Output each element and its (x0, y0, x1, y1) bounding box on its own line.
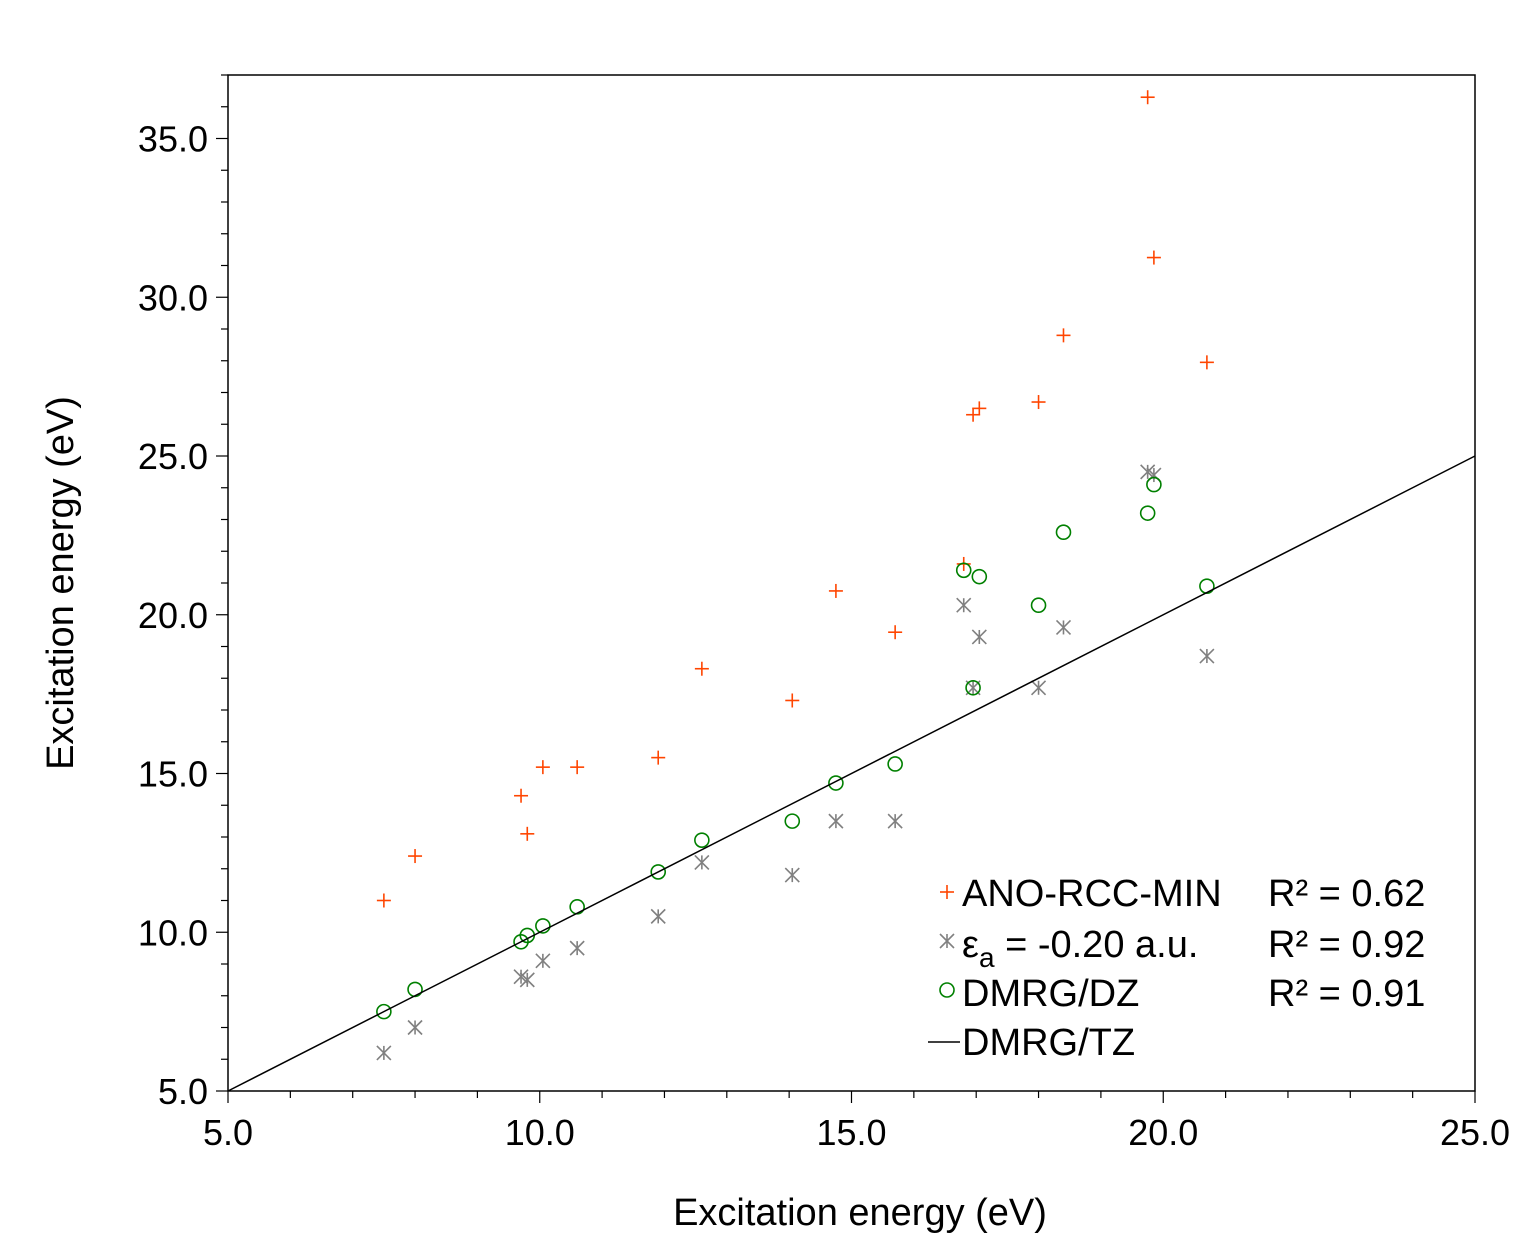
epsilon-point (535, 953, 551, 969)
dmrg-dz-point (784, 813, 801, 829)
y-tick-label: 30.0 (138, 277, 208, 318)
ano-rcc-min-point (1031, 395, 1046, 410)
dmrg-dz-point (407, 981, 423, 998)
dmrg-dz-point (1139, 505, 1156, 521)
dmrg-dz-point (1055, 524, 1072, 541)
tick-labels: 5.0 10.0 15.0 20.0 25.0 5.0 10.0 15.0 20.0 25.0 30… (138, 119, 1510, 1154)
ano-rcc-min-point (828, 583, 843, 598)
y-tick-label: 20.0 (138, 595, 208, 636)
x-tick-label: 25.0 (1440, 1112, 1510, 1153)
epsilon-point (828, 813, 844, 829)
epsilon-point (407, 1019, 423, 1036)
y-tick-label: 5.0 (158, 1071, 208, 1112)
plot-frame (227, 74, 1476, 1092)
legend-label-ano-rcc-min: ANO-RCC-MIN (962, 873, 1222, 915)
legend-plus-marker (940, 885, 954, 899)
legend-circle-marker (939, 982, 955, 998)
series-3 (227, 455, 1476, 1092)
legend-r2-ano-rcc-min: R² = 0.62 (1268, 873, 1425, 915)
x-tick-label: 10.0 (505, 1112, 575, 1153)
x-tick-label: 20.0 (1128, 1112, 1198, 1153)
legend-epsilon-symbol: ε (962, 924, 979, 966)
x-tick-label: 15.0 (816, 1112, 886, 1153)
epsilon-point (569, 940, 585, 956)
plot-data (227, 90, 1476, 1092)
ano-rcc-min-point (972, 401, 987, 416)
legend-label-dmrg-dz: DMRG/DZ (962, 973, 1139, 1015)
epsilon-point (1055, 619, 1072, 636)
ano-rcc-min-point (785, 693, 800, 708)
epsilon-point (971, 629, 987, 645)
ano-rcc-min-point (1146, 250, 1161, 265)
ano-rcc-min-point (376, 893, 391, 908)
legend-entry-epsilon: εa = -0.20 a.u. R² = 0.92 (939, 924, 1425, 973)
x-axis-label: Excitation energy (eV) (673, 1192, 1047, 1234)
epsilon-point (376, 1045, 392, 1061)
ano-rcc-min-point (570, 760, 585, 775)
epsilon-point (1199, 648, 1215, 664)
dmrg-dz-point (1146, 476, 1162, 493)
legend-asterisk-marker (939, 933, 955, 949)
epsilon-point (519, 972, 535, 988)
epsilon-point (1030, 680, 1047, 696)
dmrg-dz-point (955, 562, 972, 579)
ano-rcc-min-point (1056, 328, 1071, 343)
dmrg-dz-point (569, 899, 585, 915)
y-tick-label: 10.0 (138, 912, 208, 953)
x-tick-label: 5.0 (203, 1112, 253, 1153)
dmrg-dz-point (887, 756, 903, 772)
legend-epsilon-rest: = -0.20 a.u. (995, 924, 1199, 966)
dmrg-dz-point (965, 679, 981, 696)
dmrg-dz-point (1199, 578, 1215, 594)
legend-asterisk-glyph (939, 933, 955, 949)
series-1 (376, 464, 1215, 1061)
legend-r2-epsilon: R² = 0.92 (1268, 924, 1425, 966)
series-0 (376, 90, 1214, 908)
y-tick-label: 35.0 (138, 119, 208, 160)
dmrg-dz-point (376, 1003, 392, 1020)
epsilon-point (650, 908, 666, 924)
y-tick-label: 25.0 (138, 436, 208, 477)
legend-entry-dmrg-tz: DMRG/TZ (928, 1022, 1135, 1064)
legend-r2-dmrg-dz: R² = 0.91 (1268, 973, 1425, 1015)
ano-rcc-min-point (1140, 90, 1155, 105)
epsilon-point (887, 813, 903, 829)
legend-entry-ano-rcc-min: ANO-RCC-MIN R² = 0.62 (940, 873, 1425, 915)
ano-rcc-min-point (888, 625, 903, 640)
ano-rcc-min-point (966, 407, 981, 422)
epsilon-point (694, 854, 710, 870)
ano-rcc-min-point (514, 788, 529, 803)
dmrg-dz-point (828, 775, 844, 791)
legend-entry-dmrg-dz: DMRG/DZ R² = 0.91 (939, 973, 1425, 1015)
ano-rcc-min-point (1199, 355, 1214, 370)
y-axis-label: Excitation energy (eV) (40, 396, 82, 770)
ano-rcc-min-point (520, 826, 535, 841)
legend-circle-glyph (939, 982, 955, 998)
legend: ANO-RCC-MIN R² = 0.62 εa = -0.20 a.u. R²… (928, 873, 1425, 1064)
legend-label-epsilon: εa = -0.20 a.u. (962, 924, 1198, 973)
legend-plus-glyph (940, 885, 954, 899)
epsilon-point (956, 597, 972, 613)
epsilon-point (784, 867, 800, 883)
ano-rcc-min-point (408, 849, 423, 864)
y-tick-label: 15.0 (138, 754, 208, 795)
axis-ticks (216, 74, 1476, 1103)
ano-rcc-min-point (535, 760, 550, 775)
legend-epsilon-subscript: a (979, 942, 995, 973)
ano-rcc-min-point (651, 750, 666, 765)
dmrg-dz-point (694, 832, 710, 848)
legend-label-dmrg-tz: DMRG/TZ (962, 1022, 1135, 1064)
dmrg-dz-point (535, 918, 551, 934)
dmrg-dz-point (971, 568, 988, 585)
dmrg-tz-reference-line (227, 455, 1476, 1092)
ano-rcc-min-point (694, 661, 709, 676)
dmrg-dz-point (1030, 597, 1047, 614)
dmrg-dz-point (650, 864, 667, 880)
